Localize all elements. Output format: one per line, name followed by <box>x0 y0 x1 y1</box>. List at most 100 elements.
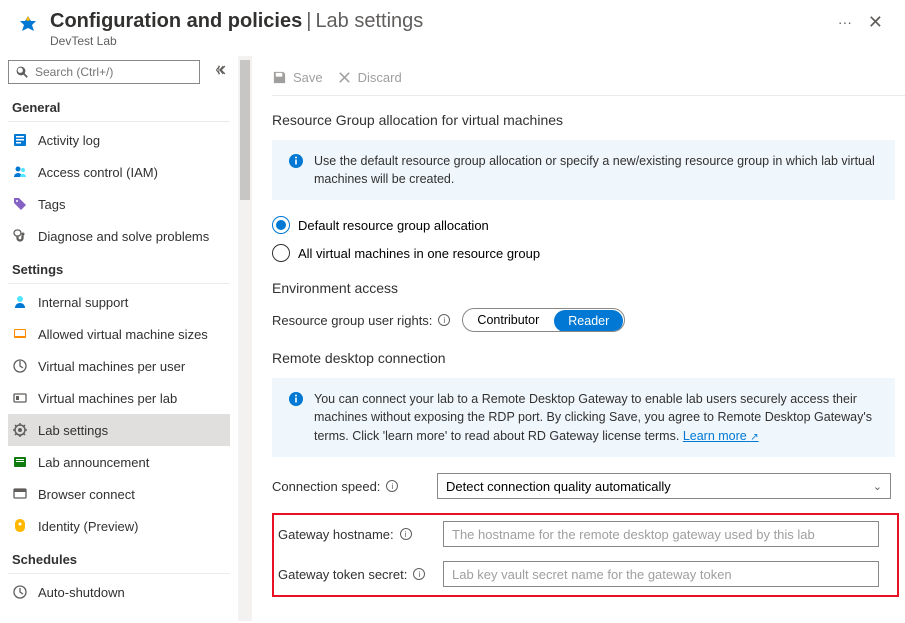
conn-speed-value: Detect connection quality automatically <box>446 479 671 494</box>
external-link-icon: ↗ <box>750 432 758 443</box>
title-sub: Lab settings <box>315 10 423 32</box>
nav-label: Diagnose and solve problems <box>38 229 209 244</box>
discard-button[interactable]: Discard <box>337 70 402 85</box>
info-tooltip-icon[interactable]: i <box>386 480 398 492</box>
nav-vm-per-user[interactable]: Virtual machines per user <box>8 350 230 382</box>
activity-log-icon <box>12 132 28 148</box>
nav-internal-support[interactable]: Internal support <box>8 286 230 318</box>
nav-label: Internal support <box>38 295 128 310</box>
support-icon <box>12 294 28 310</box>
rdc-info-text: You can connect your lab to a Remote Des… <box>314 390 879 445</box>
search-input-box[interactable] <box>8 60 200 84</box>
chevron-down-icon: ⌄ <box>873 480 882 493</box>
save-label: Save <box>293 70 323 85</box>
nav-lab-settings[interactable]: Lab settings <box>8 414 230 446</box>
nav-label: Virtual machines per user <box>38 359 185 374</box>
rg-alloc-title: Resource Group allocation for virtual ma… <box>272 112 905 128</box>
rights-label: Resource group user rights: <box>272 313 432 328</box>
nav-browser-connect[interactable]: Browser connect <box>8 478 230 510</box>
nav-activity-log[interactable]: Activity log <box>8 124 230 156</box>
gateway-hostname-input[interactable] <box>443 521 879 547</box>
browser-connect-icon <box>12 486 28 502</box>
gateway-token-secret-input[interactable] <box>443 561 879 587</box>
more-button[interactable]: ··· <box>828 10 862 34</box>
radio-label: All virtual machines in one resource gro… <box>298 246 540 261</box>
devtestlab-icon <box>16 14 40 38</box>
info-tooltip-icon[interactable]: i <box>413 568 425 580</box>
sidebar-scrollbar[interactable] <box>238 56 252 621</box>
nav-auto-shutdown[interactable]: Auto-shutdown <box>8 576 230 608</box>
discard-icon <box>337 70 352 85</box>
search-icon <box>15 65 29 79</box>
header-title-wrap: Configuration and policies|Lab settings … <box>50 10 828 48</box>
scrollbar-thumb[interactable] <box>240 60 250 200</box>
discard-label: Discard <box>358 70 402 85</box>
close-button[interactable]: ✕ <box>862 10 889 35</box>
nav-allowed-vm-sizes[interactable]: Allowed virtual machine sizes <box>8 318 230 350</box>
rg-info-text: Use the default resource group allocatio… <box>314 152 879 188</box>
search-input[interactable] <box>35 65 193 79</box>
nav-label: Identity (Preview) <box>38 519 138 534</box>
vm-sizes-icon <box>12 326 28 342</box>
rg-radio-group: Default resource group allocation All vi… <box>272 216 905 262</box>
main-content: Save Discard Resource Group allocation f… <box>252 56 905 621</box>
conn-speed-label-wrap: Connection speed: i <box>272 479 437 494</box>
rg-info-box: Use the default resource group allocatio… <box>272 140 895 200</box>
nav-diagnose[interactable]: Diagnose and solve problems <box>8 220 230 252</box>
identity-icon <box>12 518 28 534</box>
page-title: Configuration and policies|Lab settings <box>50 10 828 33</box>
diagnose-icon <box>12 228 28 244</box>
access-control-icon <box>12 164 28 180</box>
pill-contributor[interactable]: Contributor <box>463 309 553 331</box>
announcement-icon <box>12 454 28 470</box>
nav-label: Browser connect <box>38 487 135 502</box>
env-access-title: Environment access <box>272 280 905 296</box>
info-tooltip-icon[interactable]: i <box>438 314 450 326</box>
nav-access-control[interactable]: Access control (IAM) <box>8 156 230 188</box>
gw-host-label-wrap: Gateway hostname: i <box>278 527 443 542</box>
nav-label: Lab settings <box>38 423 108 438</box>
nav-label: Access control (IAM) <box>38 165 158 180</box>
info-tooltip-icon[interactable]: i <box>400 528 412 540</box>
nav-label: Allowed virtual machine sizes <box>38 327 208 342</box>
rights-toggle: Contributor Reader <box>462 308 625 332</box>
gw-token-label: Gateway token secret: <box>278 567 407 582</box>
nav-section-settings: Settings <box>8 252 230 284</box>
save-button[interactable]: Save <box>272 70 323 85</box>
nav-section-schedules: Schedules <box>8 542 230 574</box>
nav-section-general: General <box>8 90 230 122</box>
lab-settings-icon <box>12 422 28 438</box>
nav-label: Virtual machines per lab <box>38 391 177 406</box>
nav-label: Tags <box>38 197 65 212</box>
nav-tags[interactable]: Tags <box>8 188 230 220</box>
nav-identity[interactable]: Identity (Preview) <box>8 510 230 542</box>
radio-label: Default resource group allocation <box>298 218 489 233</box>
nav-label: Auto-shutdown <box>38 585 125 600</box>
service-label: DevTest Lab <box>50 34 828 48</box>
learn-more-link[interactable]: Learn more ↗ <box>683 429 759 443</box>
info-icon <box>288 391 304 407</box>
title-main: Configuration and policies <box>50 10 302 32</box>
sidebar: General Activity log Access control (IAM… <box>0 56 252 621</box>
gw-token-label-wrap: Gateway token secret: i <box>278 567 443 582</box>
radio-all-one-rg[interactable]: All virtual machines in one resource gro… <box>272 244 905 262</box>
info-icon <box>288 153 304 169</box>
gw-host-label: Gateway hostname: <box>278 527 394 542</box>
radio-default-rg[interactable]: Default resource group allocation <box>272 216 905 234</box>
nav-label: Lab announcement <box>38 455 149 470</box>
conn-speed-select[interactable]: Detect connection quality automatically … <box>437 473 891 499</box>
save-icon <box>272 70 287 85</box>
gateway-highlight-box: Gateway hostname: i Gateway token secret… <box>272 513 899 597</box>
nav-label: Activity log <box>38 133 100 148</box>
blade-header: Configuration and policies|Lab settings … <box>0 0 905 56</box>
toolbar: Save Discard <box>272 60 905 96</box>
collapse-sidebar-button[interactable] <box>214 63 228 82</box>
pill-reader[interactable]: Reader <box>554 310 623 332</box>
auto-shutdown-icon <box>12 584 28 600</box>
vm-per-user-icon <box>12 358 28 374</box>
rdc-title: Remote desktop connection <box>272 350 905 366</box>
vm-per-lab-icon <box>12 390 28 406</box>
nav-lab-announcement[interactable]: Lab announcement <box>8 446 230 478</box>
nav-vm-per-lab[interactable]: Virtual machines per lab <box>8 382 230 414</box>
rights-label-wrap: Resource group user rights: i <box>272 313 450 328</box>
